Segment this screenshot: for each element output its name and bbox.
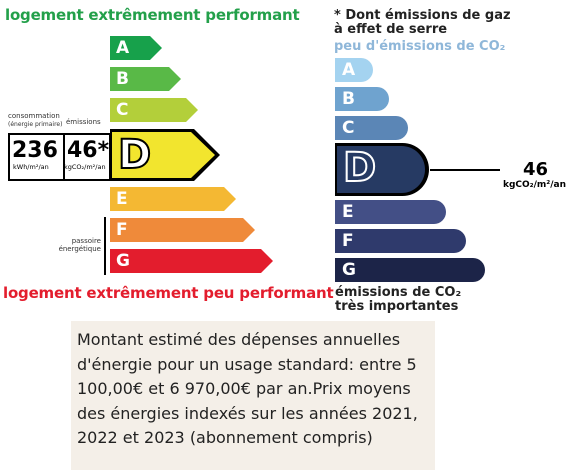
passoire-label: passoire énergétique xyxy=(58,237,101,253)
consumption-box xyxy=(8,133,111,181)
consumption-value: 236 xyxy=(12,138,58,163)
high-co2-label: émissions de CO₂ très importantes xyxy=(335,286,461,314)
emissions-unit: kgCO₂/m²/an xyxy=(64,163,106,171)
high-co2-label-line2: très importantes xyxy=(335,299,459,314)
ghg-title-line2: à effet de serre xyxy=(334,22,448,37)
energy-class-f: F xyxy=(110,218,255,242)
ghg-class-f: F xyxy=(335,229,466,253)
energy-class-d-fill xyxy=(112,132,215,178)
low-co2-label: peu d'émissions de CO₂ xyxy=(334,39,506,54)
ghg-value: 46 xyxy=(523,159,549,180)
best-performance-label: logement extrêmement performant xyxy=(5,6,300,24)
passoire-bracket xyxy=(104,217,106,275)
energy-class-b: B xyxy=(110,67,181,91)
energy-class-g: G xyxy=(110,249,273,273)
ghg-unit: kgCO₂/m²/an xyxy=(503,180,566,190)
consumption-unit: kWh/m²/an xyxy=(13,163,49,171)
energy-class-e: E xyxy=(110,187,236,211)
energy-class-a: A xyxy=(110,36,162,60)
annual-cost-description: Montant estimé des dépenses annuelles d'… xyxy=(71,321,435,470)
ghg-value-leader xyxy=(430,169,500,171)
energy-class-c: C xyxy=(110,98,198,122)
ghg-class-e: E xyxy=(335,200,446,224)
ghg-class-d-fill xyxy=(337,146,425,193)
ghg-class-b: B xyxy=(335,87,389,111)
ghg-class-a: A xyxy=(335,58,373,82)
consumption-sublabel: (énergie primaire) xyxy=(8,121,63,128)
worst-performance-label: logement extrêmement peu performant xyxy=(3,284,334,302)
ghg-title-line1: * Dont émissions de gaz xyxy=(334,8,511,23)
emissions-label: émissions xyxy=(66,118,101,126)
ghg-title: * Dont émissions de gaz à effet de serre xyxy=(334,9,511,37)
consumption-label: consommation xyxy=(8,112,60,120)
energy-class-d-letter: D xyxy=(117,131,152,179)
ghg-class-c: C xyxy=(335,116,408,140)
high-co2-label-line1: émissions de CO₂ xyxy=(335,285,462,300)
emissions-value: 46* xyxy=(67,138,110,163)
ghg-class-g: G xyxy=(335,258,485,282)
ghg-class-d-letter: D xyxy=(342,144,377,192)
